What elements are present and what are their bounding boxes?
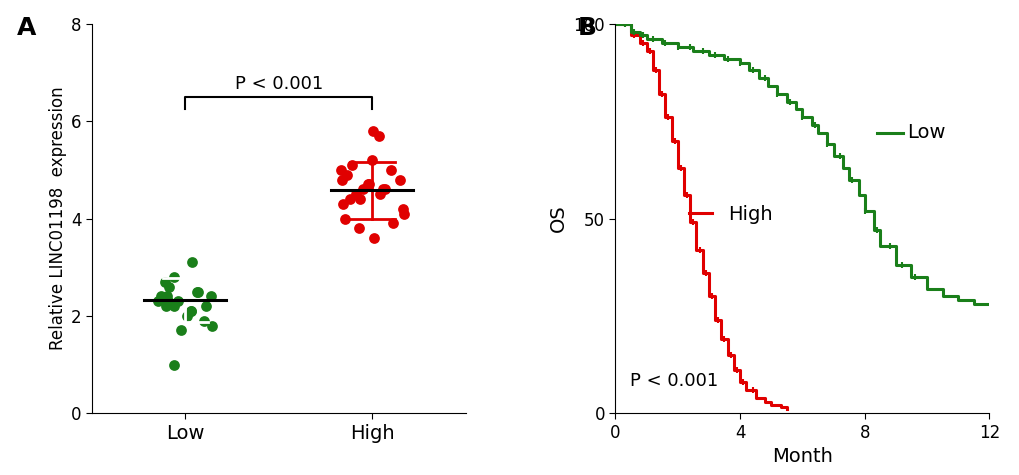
Point [352, 195, 368, 203]
Point [204, 322, 220, 330]
Point [384, 219, 400, 227]
Text: B: B [578, 16, 596, 40]
Point [202, 293, 218, 300]
Point [360, 180, 376, 188]
Point [336, 215, 353, 222]
X-axis label: Month: Month [771, 447, 833, 466]
Point [365, 234, 381, 242]
Point [343, 161, 360, 169]
Point [178, 312, 195, 320]
Point [361, 180, 377, 188]
Point [391, 176, 408, 183]
Point [351, 225, 367, 232]
Point [334, 200, 351, 208]
Point [166, 302, 182, 310]
Point [338, 171, 355, 179]
Point [157, 278, 173, 285]
Point [196, 317, 212, 324]
Point [332, 166, 348, 174]
Text: P < 0.001: P < 0.001 [234, 75, 323, 93]
Text: Low: Low [906, 124, 945, 142]
Text: A: A [17, 16, 37, 40]
Point [333, 176, 350, 183]
Text: P < 0.001: P < 0.001 [630, 372, 718, 390]
Point [161, 283, 177, 290]
Point [370, 132, 386, 140]
Point [395, 210, 412, 218]
Point [394, 205, 411, 213]
Point [347, 190, 364, 198]
Point [159, 297, 175, 305]
Point [182, 307, 199, 315]
Y-axis label: OS: OS [548, 205, 568, 232]
Point [355, 186, 371, 193]
Point [190, 288, 206, 295]
Point [152, 293, 168, 300]
Point [341, 195, 358, 203]
Point [158, 297, 174, 305]
Point [165, 273, 181, 281]
Legend: High: High [681, 197, 780, 232]
Point [383, 166, 399, 174]
Point [376, 186, 392, 193]
Point [173, 327, 190, 334]
Point [165, 361, 181, 369]
Point [371, 190, 387, 198]
Point [159, 293, 175, 300]
Point [365, 127, 381, 135]
Point [158, 302, 174, 310]
Point [375, 186, 391, 193]
Point [182, 307, 199, 315]
Y-axis label: Relative LINC01198  expression: Relative LINC01198 expression [49, 86, 66, 351]
Point [183, 258, 200, 266]
Point [170, 297, 186, 305]
Point [198, 302, 214, 310]
Point [150, 297, 166, 305]
Point [189, 288, 205, 295]
Point [364, 156, 380, 164]
